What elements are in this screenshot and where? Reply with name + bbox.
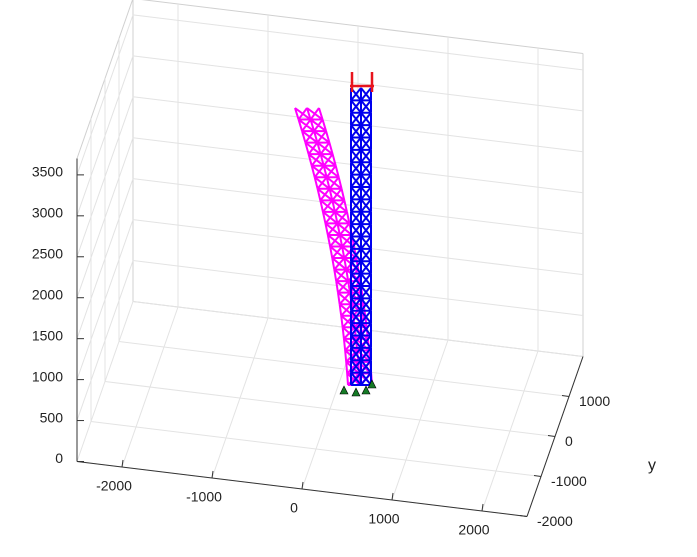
truss-member [350, 124, 372, 139]
x-tick-label: -2000 [96, 478, 132, 494]
truss-member [350, 260, 372, 275]
truss-member [307, 153, 337, 167]
truss-member [304, 141, 334, 156]
truss-member [350, 99, 372, 114]
y-tick [533, 475, 542, 477]
load-arrows [350, 72, 374, 92]
truss-member [350, 297, 372, 312]
grid-line [76, 14, 134, 176]
truss-member [350, 285, 372, 300]
z-tick-label: 3000 [32, 205, 63, 221]
truss-member [350, 186, 372, 201]
truss-member [350, 347, 372, 362]
grid-line [90, 421, 542, 477]
truss-member [350, 149, 372, 164]
truss-member [294, 107, 324, 121]
grid-line [104, 381, 556, 437]
truss-member [350, 173, 372, 188]
truss-member [321, 211, 351, 225]
truss-member [301, 130, 331, 144]
y-tick-label: 0 [565, 433, 573, 449]
truss-member [350, 359, 372, 374]
truss-member [350, 161, 372, 176]
z-tick-label: 1000 [32, 368, 63, 384]
truss-member [350, 136, 372, 151]
truss-member [350, 310, 372, 325]
y-axis-label: y [648, 457, 656, 474]
truss-member [313, 176, 343, 190]
truss-member [350, 248, 372, 263]
x-tick-label: 2000 [458, 522, 489, 538]
y-tick-label: -2000 [537, 513, 573, 529]
truss-member [319, 199, 348, 213]
grid-line [76, 96, 134, 257]
supports [339, 379, 377, 397]
x-tick [301, 481, 304, 490]
x-tick [211, 470, 214, 479]
truss-member [324, 222, 353, 236]
truss-member [297, 118, 328, 133]
z-tick-label: 500 [40, 409, 64, 425]
grid-line [76, 137, 134, 298]
truss-member [329, 245, 358, 260]
z-tick-label: 2000 [32, 286, 63, 302]
truss-member [350, 87, 372, 102]
truss-member [326, 234, 356, 248]
truss-member [350, 371, 372, 386]
z-tick-label: 3500 [32, 164, 63, 180]
grid-line [76, 301, 134, 462]
grid-line [76, 178, 134, 339]
grid-line [76, 55, 134, 216]
truss-member [350, 272, 372, 287]
y-tick [519, 515, 528, 517]
truss-member [316, 188, 346, 202]
truss-member [350, 198, 372, 213]
x-tick [391, 492, 394, 501]
truss-member [350, 322, 372, 337]
grid-line [132, 178, 584, 235]
y-tick [547, 435, 556, 437]
truss-member [310, 164, 340, 179]
x-tick [121, 459, 124, 468]
y-tick-label: 1000 [579, 393, 610, 409]
y-tick [561, 395, 570, 397]
z-tick-label: 0 [55, 450, 63, 466]
truss-member [350, 211, 372, 226]
grid-line [132, 14, 584, 71]
z-tick-label: 2500 [32, 245, 63, 261]
grid-line [76, 260, 134, 421]
axes-layer: -2000 -1000 0 1000 2000 -2000 -1000 0 1000 0 500 10… [32, 158, 610, 538]
x-tick [481, 503, 484, 512]
grid-layer [76, 0, 584, 517]
truss-member [350, 334, 372, 349]
grid-line [118, 341, 570, 397]
grid-line [132, 219, 584, 276]
truss-member [350, 223, 372, 238]
x-tick-label: -1000 [186, 489, 222, 505]
x-tick-label: 1000 [368, 511, 399, 527]
truss-member [350, 235, 372, 250]
x-tick-label: 0 [290, 500, 298, 516]
grid-line [132, 55, 584, 112]
truss-member [350, 112, 372, 127]
grid-line [76, 219, 134, 380]
truss-towers [294, 72, 377, 397]
y-tick-label: -1000 [551, 473, 587, 489]
z-tick-label: 1500 [32, 327, 63, 343]
